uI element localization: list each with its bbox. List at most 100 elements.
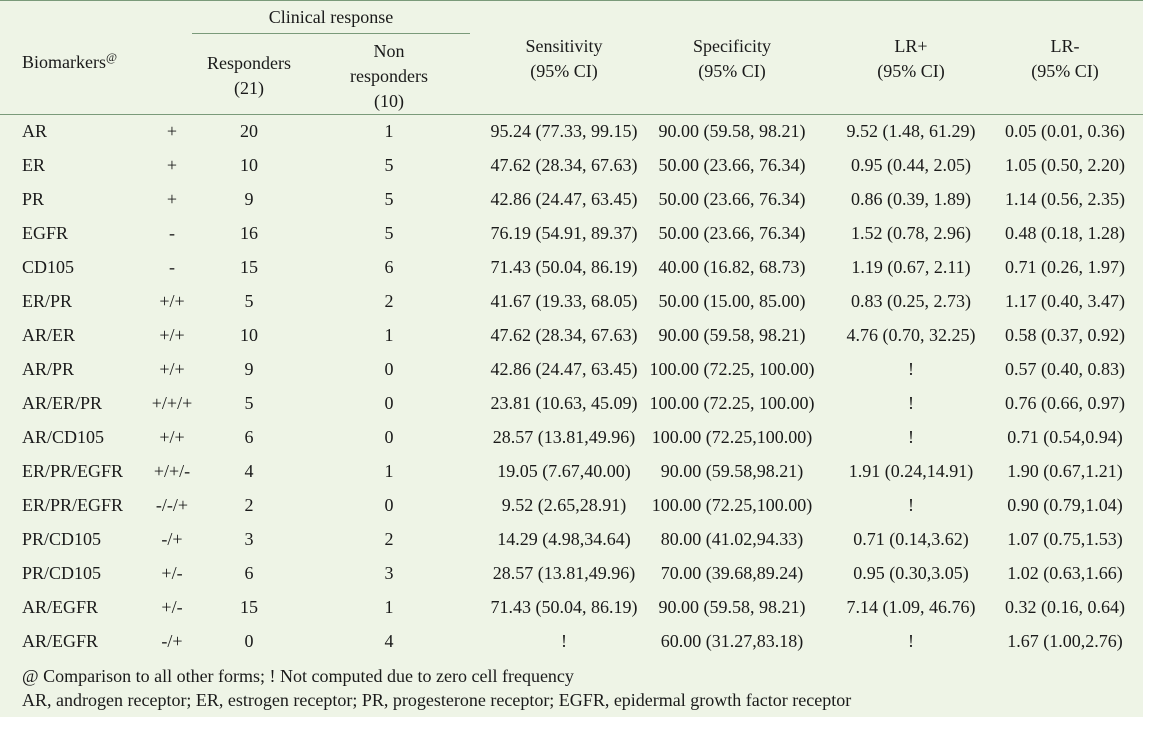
cell-specificity: 80.00 (41.02,94.33): [660, 529, 804, 549]
table-row: CD105 - 15 6 71.43 (50.04, 86.19) 40.00 (16.8…: [0, 250, 1143, 284]
header-lr-plus-ci: (95% CI): [877, 61, 945, 81]
cell-lr-minus: 0.58 (0.37, 0.92): [1005, 325, 1125, 345]
header-specificity-label: Specificity: [693, 36, 771, 56]
cell-specificity: 90.00 (59.58, 98.21): [658, 325, 806, 345]
cell-responders: 15: [240, 257, 258, 277]
header-lr-plus-label: LR+: [894, 36, 928, 56]
cell-biomarker: AR/ER: [22, 325, 76, 345]
cell-lr-plus: 1.19 (0.67, 2.11): [851, 257, 971, 277]
cell-biomarker: ER/PR/EGFR: [22, 461, 124, 481]
table-row: EGFR - 16 5 76.19 (54.91, 89.37) 50.00 (23.66…: [0, 216, 1143, 250]
header-lr-minus: LR- (95% CI): [990, 34, 1140, 84]
cell-non-responders: 2: [384, 291, 394, 311]
table-header: Biomarkers@ Clinical response Responders…: [0, 0, 1143, 115]
cell-lr-minus: 1.14 (0.56, 2.35): [1005, 189, 1125, 209]
cell-lr-minus: 1.05 (0.50, 2.20): [1005, 155, 1125, 175]
cell-specificity: 100.00 (72.25,100.00): [651, 495, 813, 515]
cell-non-responders: 1: [384, 597, 394, 617]
header-non-line2: responders: [350, 66, 428, 86]
cell-biomarker: EGFR: [22, 223, 69, 243]
cell-biomarker: AR/ER/PR: [22, 393, 103, 413]
cell-sensitivity: 41.67 (19.33, 68.05): [490, 291, 638, 311]
cell-status: -: [169, 223, 175, 243]
cell-biomarker: AR/EGFR: [22, 597, 99, 617]
cell-sensitivity: 95.24 (77.33, 99.15): [490, 121, 638, 141]
cell-responders: 9: [244, 189, 254, 209]
cell-non-responders: 6: [384, 257, 394, 277]
header-lr-minus-label: LR-: [1050, 36, 1080, 56]
table-row: ER/PR +/+ 5 2 41.67 (19.33, 68.05) 50.00 (15.…: [0, 284, 1143, 318]
cell-responders: 6: [244, 563, 254, 583]
cell-non-responders: 0: [384, 495, 394, 515]
cell-responders: 16: [240, 223, 258, 243]
cell-lr-plus: 7.14 (1.09, 46.76): [846, 597, 976, 617]
cell-specificity: 100.00 (72.25,100.00): [651, 427, 813, 447]
cell-biomarker: ER: [22, 155, 46, 175]
header-responders-label: Responders: [207, 53, 291, 73]
cell-lr-plus: !: [908, 495, 914, 515]
table-row: ER/PR/EGFR +/+/- 4 1 19.05 (7.67,40.00) 90.00…: [0, 454, 1143, 488]
cell-sensitivity: !: [561, 631, 567, 651]
cell-specificity: 70.00 (39.68,89.24): [660, 563, 804, 583]
cell-specificity: 100.00 (72.25, 100.00): [649, 359, 815, 379]
cell-specificity: 90.00 (59.58,98.21): [660, 461, 804, 481]
header-biomarkers-label: Biomarkers: [22, 52, 106, 72]
cell-lr-plus: 0.83 (0.25, 2.73): [851, 291, 971, 311]
cell-responders: 10: [240, 325, 258, 345]
cell-non-responders: 0: [384, 393, 394, 413]
cell-biomarker: AR/EGFR: [22, 631, 99, 651]
header-sensitivity: Sensitivity (95% CI): [470, 34, 658, 84]
cell-lr-plus: 1.52 (0.78, 2.96): [851, 223, 971, 243]
cell-responders: 9: [244, 359, 254, 379]
cell-sensitivity: 14.29 (4.98,34.64): [497, 529, 631, 549]
cell-non-responders: 1: [384, 121, 394, 141]
header-sensitivity-label: Sensitivity: [525, 36, 603, 56]
cell-lr-minus: 0.05 (0.01, 0.36): [1005, 121, 1125, 141]
cell-sensitivity: 71.43 (50.04, 86.19): [490, 597, 638, 617]
cell-sensitivity: 28.57 (13.81,49.96): [492, 563, 636, 583]
cell-specificity: 90.00 (59.58, 98.21): [658, 597, 806, 617]
cell-lr-minus: 1.07 (0.75,1.53): [1007, 529, 1123, 549]
header-responders-count: (21): [234, 78, 264, 98]
cell-lr-plus: 1.91 (0.24,14.91): [848, 461, 974, 481]
cell-lr-minus: 0.57 (0.40, 0.83): [1005, 359, 1125, 379]
header-specificity: Specificity (95% CI): [642, 34, 822, 84]
cell-status: -/-/+: [155, 495, 189, 515]
cell-status: +/+: [159, 359, 185, 379]
cell-biomarker: PR/CD105: [22, 529, 102, 549]
cell-lr-minus: 0.32 (0.16, 0.64): [1005, 597, 1125, 617]
cell-lr-minus: 0.71 (0.54,0.94): [1007, 427, 1123, 447]
table-row: AR/EGFR +/- 15 1 71.43 (50.04, 86.19) 90.00 (…: [0, 590, 1143, 624]
cell-status: +/+: [159, 427, 185, 447]
cell-lr-minus: 1.17 (0.40, 3.47): [1005, 291, 1125, 311]
cell-responders: 0: [244, 631, 254, 651]
table-row: AR/EGFR -/+ 0 4! 60.00 (31.27,83.18)! 1.67 (1…: [0, 624, 1143, 658]
cell-biomarker: AR/PR: [22, 359, 75, 379]
table-row: ER +10 5 47.62 (28.34, 67.63) 50.00 (23.66, …: [0, 148, 1143, 182]
cell-specificity: 50.00 (23.66, 76.34): [658, 189, 806, 209]
cell-biomarker: ER/PR: [22, 291, 73, 311]
cell-lr-minus: 1.90 (0.67,1.21): [1007, 461, 1123, 481]
table-row: AR/ER +/+ 10 1 47.62 (28.34, 67.63) 90.00 (59…: [0, 318, 1143, 352]
cell-lr-plus: 0.71 (0.14,3.62): [853, 529, 969, 549]
cell-status: +/-: [161, 597, 183, 617]
cell-lr-plus: 0.86 (0.39, 1.89): [851, 189, 971, 209]
header-non-line1: Non: [373, 41, 405, 61]
cell-status: +/-: [161, 563, 183, 583]
header-biomarkers-sup: @: [105, 50, 118, 64]
cell-lr-minus: 1.67 (1.00,2.76): [1007, 631, 1123, 651]
cell-non-responders: 1: [384, 461, 394, 481]
cell-non-responders: 0: [384, 359, 394, 379]
cell-responders: 3: [244, 529, 254, 549]
footnote-abbreviations: AR, androgen receptor; ER, estrogen rece…: [22, 690, 852, 710]
cell-sensitivity: 42.86 (24.47, 63.45): [490, 189, 638, 209]
cell-lr-plus: !: [908, 393, 914, 413]
cell-sensitivity: 9.52 (2.65,28.91): [501, 495, 627, 515]
cell-status: +: [166, 121, 178, 141]
cell-lr-plus: !: [908, 631, 914, 651]
cell-specificity: 90.00 (59.58, 98.21): [658, 121, 806, 141]
cell-lr-plus: 4.76 (0.70, 32.25): [846, 325, 976, 345]
table-row: AR/CD105 +/+ 6 0 28.57 (13.81,49.96) 100.00 (…: [0, 420, 1143, 454]
cell-biomarker: PR/CD105: [22, 563, 102, 583]
cell-status: +/+/+: [151, 393, 193, 413]
